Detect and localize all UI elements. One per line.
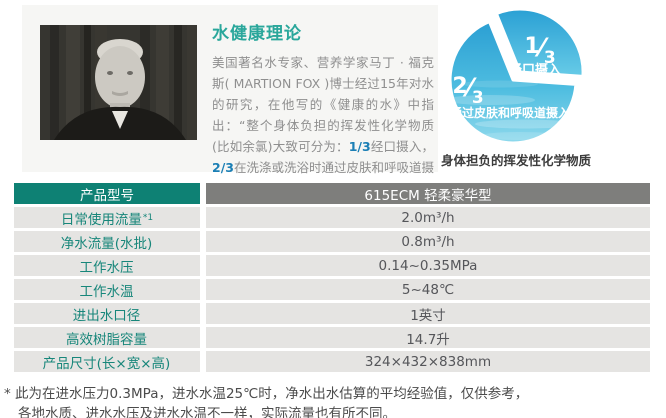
section-title: 水健康理论 — [212, 24, 302, 44]
row-label-purified-flow: 净水流量(水批) — [14, 231, 200, 252]
water-health-theory-card: 水健康理论 美国著名水专家、营养学家马丁 · 福克斯( MARTION FOX … — [22, 5, 438, 196]
row-value-purified-flow: 0.8m³/h — [206, 231, 650, 252]
row-value-working-pressure: 0.14~0.35MPa — [206, 255, 650, 276]
table-row: 工作水温 5~48℃ — [14, 279, 650, 300]
pie-chart-svg: 1⁄3 经口摄入 2⁄3 通过皮肤和呼吸道摄入 — [448, 7, 585, 145]
table-row: 工作水压 0.14~0.35MPa — [14, 255, 650, 276]
table-footnote: * 此为在进水压力0.3MPa，进水水温25℃时，净水出水估算的平均经验值，仅供… — [4, 386, 529, 418]
row-value-resin-capacity: 14.7升 — [206, 327, 650, 348]
table-row: 产品尺寸(长×宽×高) 324×432×838mm — [14, 351, 650, 372]
row-value-working-temperature: 5~48℃ — [206, 279, 650, 300]
fraction-one-third-inline: 1/3 — [348, 139, 371, 154]
row-value-product-dimensions: 324×432×838mm — [206, 351, 650, 372]
fraction-two-thirds-inline: 2/3 — [212, 160, 234, 175]
header-cell-model: 产品型号 — [14, 183, 200, 204]
row-label-daily-flow: 日常使用流量 *1 — [14, 207, 200, 228]
row-label-working-temperature: 工作水温 — [14, 279, 200, 300]
intro-text-block: 水健康理论 美国著名水专家、营养学家马丁 · 福克斯( MARTION FOX … — [212, 19, 434, 199]
expert-portrait-photo — [40, 25, 197, 140]
pie-chart-caption: 身体担负的挥发性化学物质 — [441, 153, 592, 168]
row-label-working-pressure: 工作水压 — [14, 255, 200, 276]
header-cell-model-value: 615ECM 轻柔豪华型 — [206, 183, 650, 204]
pie-slice-one-third — [494, 7, 585, 78]
product-spec-table: 产品型号 615ECM 轻柔豪华型 日常使用流量 *1 2.0m³/h 净水流量(… — [14, 183, 650, 375]
intake-pie-chart: 1⁄3 经口摄入 2⁄3 通过皮肤和呼吸道摄入 — [440, 7, 592, 150]
table-row: 日常使用流量 *1 2.0m³/h — [14, 207, 650, 228]
para-part-1: 美国著名水专家、营养学家马丁 · 福克斯( MARTION FOX )博士经过1… — [212, 55, 434, 154]
pie-slice-two-thirds — [448, 20, 578, 145]
table-row: 高效树脂容量 14.7升 — [14, 327, 650, 348]
intro-paragraph: 美国著名水专家、营养学家马丁 · 福克斯( MARTION FOX )博士经过1… — [212, 52, 434, 199]
table-row: 进出水口径 1英寸 — [14, 303, 650, 324]
pie-fraction-two-thirds: 2⁄3 — [452, 73, 483, 108]
pie-label-skin-respiratory-intake: 通过皮肤和呼吸道摄入 — [450, 105, 570, 120]
pie-label-oral-intake: 经口摄入 — [509, 62, 561, 78]
row-label-product-dimensions: 产品尺寸(长×宽×高) — [14, 351, 200, 372]
portrait-illustration — [40, 25, 197, 140]
table-row: 净水流量(水批) 0.8m³/h — [14, 231, 650, 252]
row-value-port-diameter: 1英寸 — [206, 303, 650, 324]
table-header-row: 产品型号 615ECM 轻柔豪华型 — [14, 183, 650, 204]
row-value-daily-flow: 2.0m³/h — [206, 207, 650, 228]
row-label-port-diameter: 进出水口径 — [14, 303, 200, 324]
para-part-2: 经口摄入， — [370, 139, 434, 154]
row-label-resin-capacity: 高效树脂容量 — [14, 327, 200, 348]
